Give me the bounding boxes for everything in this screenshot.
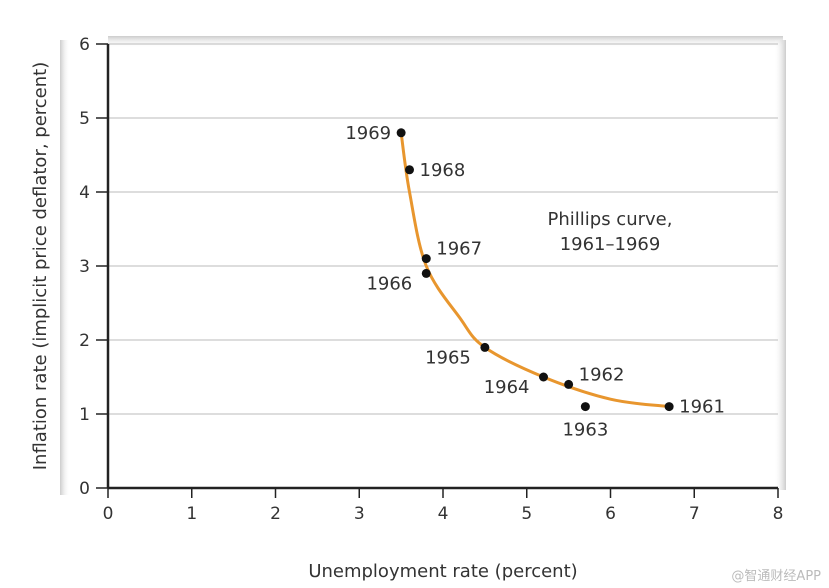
point-label-1966: 1966 [366,273,412,294]
point-label-1961: 1961 [679,397,725,418]
data-points: 1961 1962 1963 1964 1965 1966 1967 1968 1969 [345,123,725,441]
point-label-1969: 1969 [345,123,391,144]
point-label-1963: 1963 [562,420,608,441]
y-tick-label: 4 [79,183,90,203]
gridlines [108,43,778,415]
y-tick-label: 5 [79,109,90,129]
x-tick-label: 5 [521,504,532,524]
point-label-1964: 1964 [484,377,530,398]
x-axis-label: Unemployment rate (percent) [308,561,577,582]
data-point-1966 [421,268,431,278]
x-tick-label: 2 [270,504,281,524]
y-tick-label: 0 [79,479,90,499]
point-label-1965: 1965 [425,347,471,368]
y-tick-label: 1 [79,405,90,425]
point-label-1968: 1968 [420,160,466,181]
data-point-1963 [580,402,590,412]
watermark: @智通财经APP [731,569,821,584]
x-tick-label: 0 [103,504,114,524]
data-point-1961 [664,402,674,412]
y-tick-label: 3 [79,257,90,277]
phillips-curve-line [399,132,670,409]
point-label-1967: 1967 [436,239,482,260]
annotation-line-1: Phillips curve, [548,209,673,230]
data-point-1965 [480,342,490,352]
data-point-1962 [564,379,574,389]
axes: 0 1 2 3 4 5 6 0 1 2 3 4 5 6 7 8 [79,35,783,524]
x-tick-label: 8 [773,504,784,524]
data-point-1968 [405,165,414,175]
y-tick-label: 2 [79,331,90,351]
annotation-line-2: 1961–1969 [560,234,661,255]
data-point-1964 [539,372,548,382]
x-tick-label: 4 [438,504,449,524]
x-tick-label: 3 [354,504,365,524]
data-point-1969 [396,128,406,138]
x-tick-label: 7 [689,504,700,524]
data-point-1967 [421,254,431,264]
point-label-1962: 1962 [579,364,625,385]
y-tick-label: 6 [79,35,90,55]
x-tick-label: 1 [186,504,197,524]
plot-frame [60,36,786,495]
x-tick-label: 6 [605,504,616,524]
y-axis-label: Inflation rate (implicit price deflator,… [30,62,51,471]
